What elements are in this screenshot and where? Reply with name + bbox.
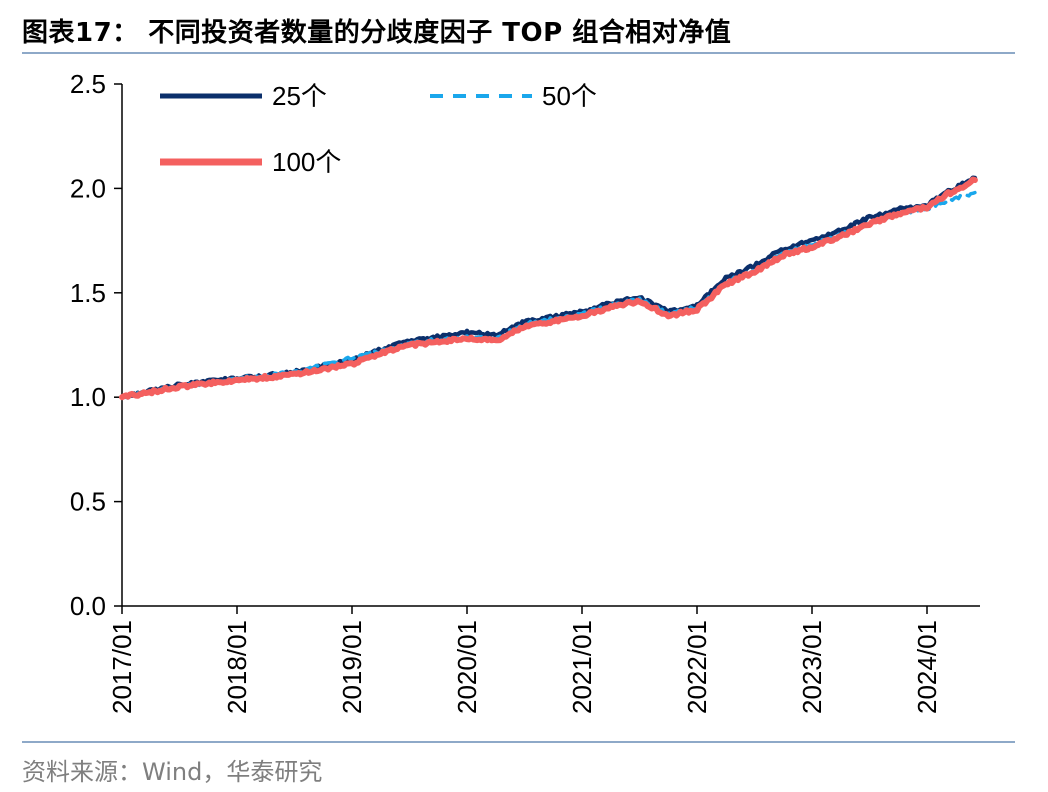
series-line-25个 bbox=[119, 175, 978, 400]
x-tick-label: 2024/01 bbox=[912, 620, 942, 714]
x-tick-label: 2020/01 bbox=[452, 620, 482, 714]
y-tick-label: 0.0 bbox=[70, 591, 106, 621]
x-tick-label: 2023/01 bbox=[797, 620, 827, 714]
title-divider bbox=[22, 52, 1015, 54]
x-tick-label: 2022/01 bbox=[682, 620, 712, 714]
y-tick-label: 2.0 bbox=[70, 173, 106, 203]
x-tick-label: 2021/01 bbox=[567, 620, 597, 714]
legend-label-100个: 100个 bbox=[272, 147, 341, 177]
chart-axes bbox=[114, 83, 980, 614]
x-tick-label: 2018/01 bbox=[222, 620, 252, 714]
legend: 25个 50个 100个 bbox=[160, 81, 597, 177]
y-tick-label: 2.5 bbox=[70, 69, 106, 99]
y-tick-label: 0.5 bbox=[70, 487, 106, 517]
legend-label-50个: 50个 bbox=[542, 81, 597, 111]
y-tick-label: 1.5 bbox=[70, 278, 106, 308]
y-tick-labels: 0.0 0.5 1.0 1.5 2.0 2.5 bbox=[70, 69, 106, 621]
x-tick-labels: 2017/01 2018/01 2019/01 2020/01 2021/01 2022/… bbox=[107, 620, 942, 714]
source-note: 资料来源：Wind，华泰研究 bbox=[22, 758, 323, 786]
y-tick-label: 1.0 bbox=[70, 382, 106, 412]
x-tick-label: 2017/01 bbox=[107, 620, 137, 714]
series-line-100个 bbox=[119, 176, 978, 401]
legend-label-25个: 25个 bbox=[272, 81, 327, 111]
x-tick-label: 2019/01 bbox=[337, 620, 367, 714]
chart-title: 图表17： 不同投资者数量的分歧度因子 TOP 组合相对净值 bbox=[22, 18, 732, 48]
footer-divider bbox=[22, 741, 1015, 743]
series-lines bbox=[119, 175, 978, 401]
series-line-50个 bbox=[120, 190, 977, 400]
